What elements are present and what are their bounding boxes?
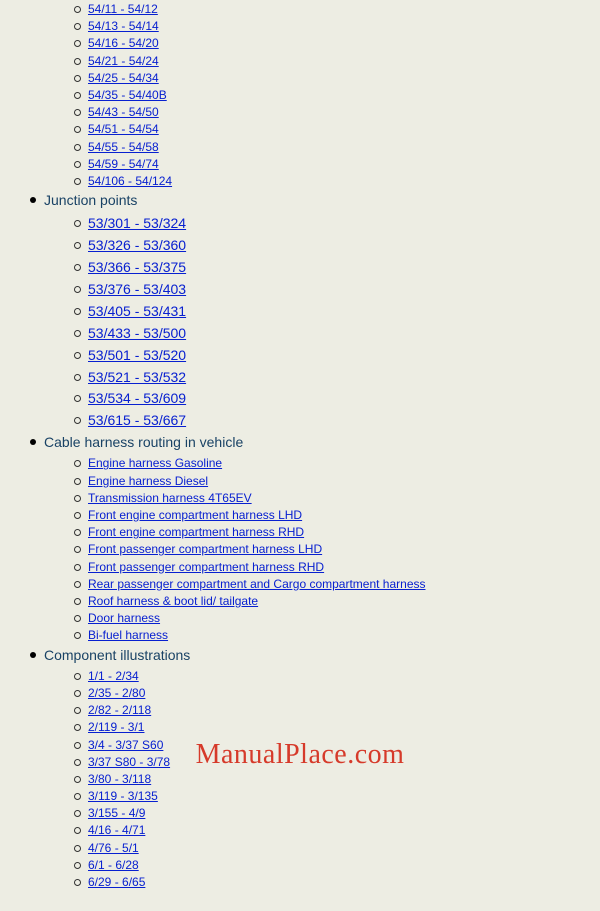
toc-item: Door harness	[0, 610, 600, 626]
toc-link[interactable]: 53/366 - 53/375	[88, 259, 186, 275]
toc-link[interactable]: 6/29 - 6/65	[88, 875, 145, 889]
toc-item: 54/13 - 54/14	[0, 18, 600, 34]
toc-link[interactable]: 1/1 - 2/34	[88, 669, 139, 683]
toc-link[interactable]: Front engine compartment harness RHD	[88, 525, 304, 539]
toc-link[interactable]: 53/326 - 53/360	[88, 237, 186, 253]
toc-link[interactable]: 3/155 - 4/9	[88, 806, 145, 820]
toc-link[interactable]: Bi-fuel harness	[88, 628, 168, 642]
toc-link[interactable]: Front passenger compartment harness LHD	[88, 542, 322, 556]
toc-link[interactable]: 54/25 - 54/34	[88, 71, 159, 85]
toc-item: 3/80 - 3/118	[0, 771, 600, 787]
toc-item: 4/76 - 5/1	[0, 840, 600, 856]
toc-link[interactable]: Engine harness Gasoline	[88, 456, 222, 470]
toc-item: Cable harness routing in vehicle	[0, 433, 600, 453]
toc-item: Junction points	[0, 191, 600, 211]
toc-link[interactable]: 53/501 - 53/520	[88, 347, 186, 363]
toc-item: 54/106 - 54/124	[0, 173, 600, 189]
toc-link[interactable]: 53/521 - 53/532	[88, 369, 186, 385]
toc-link[interactable]: 3/37 S80 - 3/78	[88, 755, 170, 769]
toc-item: 1/1 - 2/34	[0, 668, 600, 684]
toc-link[interactable]: 53/433 - 53/500	[88, 325, 186, 341]
toc-item: 53/534 - 53/609	[0, 389, 600, 408]
toc-item: Front passenger compartment harness LHD	[0, 541, 600, 557]
toc-link[interactable]: 54/59 - 54/74	[88, 157, 159, 171]
toc-item: 2/35 - 2/80	[0, 685, 600, 701]
toc-link[interactable]: Door harness	[88, 611, 160, 625]
toc-item: Rear passenger compartment and Cargo com…	[0, 576, 600, 592]
toc-link[interactable]: 3/119 - 3/135	[88, 789, 158, 803]
toc-link[interactable]: 54/43 - 54/50	[88, 105, 159, 119]
toc-link[interactable]: 54/35 - 54/40B	[88, 88, 167, 102]
toc-link[interactable]: 4/16 - 4/71	[88, 823, 145, 837]
toc-item: 4/16 - 4/71	[0, 822, 600, 838]
toc-link[interactable]: 54/21 - 54/24	[88, 54, 159, 68]
toc-item: Front engine compartment harness RHD	[0, 524, 600, 540]
toc-link[interactable]: 53/534 - 53/609	[88, 390, 186, 406]
toc-item: Transmission harness 4T65EV	[0, 490, 600, 506]
toc-link[interactable]: 53/376 - 53/403	[88, 281, 186, 297]
toc-link[interactable]: 2/35 - 2/80	[88, 686, 145, 700]
toc-item: 53/521 - 53/532	[0, 368, 600, 387]
toc-item: Front passenger compartment harness RHD	[0, 559, 600, 575]
toc-item: 3/119 - 3/135	[0, 788, 600, 804]
toc-link[interactable]: 6/1 - 6/28	[88, 858, 139, 872]
toc-item: 54/16 - 54/20	[0, 35, 600, 51]
toc-link[interactable]: 54/106 - 54/124	[88, 174, 172, 188]
toc-item: Bi-fuel harness	[0, 627, 600, 643]
toc-item: 53/301 - 53/324	[0, 214, 600, 233]
toc-link[interactable]: 54/55 - 54/58	[88, 140, 159, 154]
toc-link[interactable]: 53/615 - 53/667	[88, 412, 186, 428]
toc-link[interactable]: 53/301 - 53/324	[88, 215, 186, 231]
toc-content: 54/11 - 54/12 54/13 - 54/14 54/16 - 54/20 5…	[0, 1, 600, 911]
toc-link[interactable]: 2/119 - 3/1	[88, 720, 144, 734]
toc-link[interactable]: 3/4 - 3/37 S60	[88, 738, 163, 752]
toc-item: 6/29 - 6/65	[0, 874, 600, 890]
toc-item: 3/155 - 4/9	[0, 805, 600, 821]
toc-link[interactable]: 54/13 - 54/14	[88, 19, 159, 33]
toc-list: 54/11 - 54/12 54/13 - 54/14 54/16 - 54/20 5…	[0, 1, 600, 890]
toc-heading: Component illustrations	[44, 647, 190, 663]
toc-link[interactable]: 54/51 - 54/54	[88, 122, 159, 136]
toc-item: 54/25 - 54/34	[0, 70, 600, 86]
toc-item: 54/35 - 54/40B	[0, 87, 600, 103]
toc-link[interactable]: 2/82 - 2/118	[88, 703, 151, 717]
toc-item: Engine harness Diesel	[0, 473, 600, 489]
toc-item: 54/11 - 54/12	[0, 1, 600, 17]
toc-link[interactable]: Roof harness & boot lid/ tailgate	[88, 594, 258, 608]
toc-item: 54/51 - 54/54	[0, 121, 600, 137]
toc-link[interactable]: Front engine compartment harness LHD	[88, 508, 302, 522]
toc-link[interactable]: Transmission harness 4T65EV	[88, 491, 252, 505]
toc-link[interactable]: Front passenger compartment harness RHD	[88, 560, 324, 574]
toc-item: 53/501 - 53/520	[0, 346, 600, 365]
toc-item: 3/4 - 3/37 S60	[0, 737, 600, 753]
toc-item: 53/405 - 53/431	[0, 302, 600, 321]
toc-link[interactable]: Engine harness Diesel	[88, 474, 208, 488]
toc-item: 2/119 - 3/1	[0, 719, 600, 735]
toc-item: 54/59 - 54/74	[0, 156, 600, 172]
toc-item: Roof harness & boot lid/ tailgate	[0, 593, 600, 609]
toc-item: 54/21 - 54/24	[0, 53, 600, 69]
toc-item: Component illustrations	[0, 646, 600, 666]
toc-item: 53/366 - 53/375	[0, 258, 600, 277]
toc-link[interactable]: 4/76 - 5/1	[88, 841, 139, 855]
toc-link[interactable]: 53/405 - 53/431	[88, 303, 186, 319]
toc-link[interactable]: 3/80 - 3/118	[88, 772, 151, 786]
toc-link[interactable]: 54/16 - 54/20	[88, 36, 159, 50]
toc-heading: Junction points	[44, 192, 137, 208]
toc-item: 53/326 - 53/360	[0, 236, 600, 255]
toc-item: 53/615 - 53/667	[0, 411, 600, 430]
toc-item: 2/82 - 2/118	[0, 702, 600, 718]
toc-item: 54/55 - 54/58	[0, 139, 600, 155]
toc-item: 53/376 - 53/403	[0, 280, 600, 299]
toc-item: 6/1 - 6/28	[0, 857, 600, 873]
toc-heading: Cable harness routing in vehicle	[44, 434, 243, 450]
toc-item: 54/43 - 54/50	[0, 104, 600, 120]
toc-item: 3/37 S80 - 3/78	[0, 754, 600, 770]
toc-link[interactable]: Rear passenger compartment and Cargo com…	[88, 577, 426, 591]
toc-item: Front engine compartment harness LHD	[0, 507, 600, 523]
toc-item: Engine harness Gasoline	[0, 455, 600, 471]
toc-item: 53/433 - 53/500	[0, 324, 600, 343]
toc-link[interactable]: 54/11 - 54/12	[88, 2, 158, 16]
